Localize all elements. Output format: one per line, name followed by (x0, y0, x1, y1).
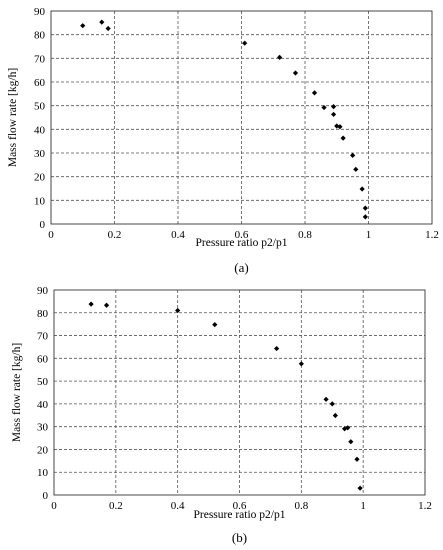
x-tick-label: 1.2 (418, 500, 432, 512)
panel-caption: (b) (232, 530, 247, 545)
y-tick-label: 70 (34, 53, 46, 65)
data-point (345, 425, 351, 431)
data-point (350, 152, 356, 158)
x-axis-title: Pressure ratio p2/p1 (196, 237, 288, 249)
chart-panel-b: 0 0.2 0.4 0.6 0.8 1 1.2 0 10 20 30 40 50 60 70 80 90 Pr… (11, 285, 432, 545)
panel-caption: (a) (234, 260, 248, 275)
x-tick-label: 0 (51, 500, 57, 512)
y-tick-label: 30 (34, 148, 46, 160)
data-point (212, 322, 218, 328)
x-tick-label: 1 (360, 500, 366, 512)
data-point (88, 301, 94, 307)
plot-frame (53, 289, 426, 496)
x-axis-title: Pressure ratio p2/p1 (194, 509, 286, 521)
x-tick-label: 0 (48, 229, 54, 241)
x-tick-labels: 0 0.2 0.4 0.6 0.8 1 1.2 (51, 500, 432, 512)
x-tick-label: 0.8 (298, 229, 312, 241)
data-point (330, 104, 337, 110)
y-tick-label: 30 (37, 422, 49, 434)
y-tick-label: 80 (34, 30, 46, 42)
plot-area-border (50, 10, 433, 225)
y-tick-label: 0 (40, 219, 46, 231)
data-point (298, 361, 304, 367)
data-point (242, 40, 248, 46)
y-tick-label: 50 (37, 376, 49, 388)
data-point (274, 345, 280, 352)
data-point (103, 302, 110, 308)
data-point (99, 19, 105, 25)
plot-area-border (53, 289, 426, 496)
x-tick-label: 0.6 (233, 500, 247, 512)
data-point (337, 124, 343, 130)
y-tick-label: 80 (37, 308, 49, 320)
x-tick-label: 0.2 (108, 229, 122, 241)
data-point (321, 104, 327, 111)
y-tick-label: 40 (37, 399, 49, 411)
data-point (175, 307, 181, 314)
y-tick-label: 90 (34, 6, 46, 18)
data-point (105, 25, 111, 32)
data-point (353, 166, 359, 172)
data-point (354, 456, 360, 462)
y-tick-label: 90 (37, 285, 49, 297)
x-tick-label: 1.2 (425, 229, 439, 241)
data-point (332, 412, 338, 419)
y-tick-label: 10 (34, 195, 46, 207)
x-tick-labels: 0 0.2 0.4 0.6 0.8 1 1.2 (48, 229, 439, 241)
data-point (329, 401, 335, 407)
x-tick-label: 0.4 (171, 500, 185, 512)
y-tick-label: 60 (37, 353, 49, 365)
y-tick-label: 20 (37, 444, 49, 456)
data-point (311, 90, 318, 96)
data-point (277, 54, 283, 60)
data-point (348, 439, 354, 445)
y-tick-labels: 0 10 20 30 40 50 60 70 80 90 (37, 285, 49, 502)
data-points (80, 19, 368, 220)
data-point (359, 186, 365, 192)
x-tick-label: 0.6 (235, 229, 249, 241)
data-point (80, 23, 86, 29)
plot-frame (50, 10, 433, 225)
y-tick-label: 0 (43, 490, 49, 502)
y-tick-label: 10 (37, 467, 49, 479)
y-axis-title: Mass flow rate [kg/h] (7, 68, 19, 167)
gridlines (51, 11, 432, 224)
data-point (362, 214, 368, 220)
y-tick-label: 50 (34, 101, 46, 113)
data-point (362, 205, 368, 211)
x-tick-label: 0.4 (171, 229, 185, 241)
data-point (292, 70, 299, 76)
x-tick-label: 0.2 (109, 500, 123, 512)
x-tick-label: 1 (366, 229, 372, 241)
x-tick-label: 0.8 (294, 500, 308, 512)
y-tick-label: 70 (37, 331, 49, 343)
y-tick-label: 60 (34, 77, 46, 89)
data-point (340, 135, 346, 141)
y-tick-label: 40 (34, 124, 46, 136)
y-tick-label: 20 (34, 172, 46, 184)
data-point (323, 396, 329, 402)
y-axis-title: Mass flow rate [kg/h] (11, 343, 23, 442)
data-point (330, 111, 337, 118)
gridlines (54, 290, 425, 495)
data-point (357, 485, 363, 491)
data-points (88, 301, 363, 491)
y-tick-labels: 0 10 20 30 40 50 60 70 80 90 (34, 6, 46, 231)
chart-panel-a: 0 0.2 0.4 0.6 0.8 1 1.2 0 10 20 30 40 50 60 70 80 90 Pr… (7, 6, 439, 275)
